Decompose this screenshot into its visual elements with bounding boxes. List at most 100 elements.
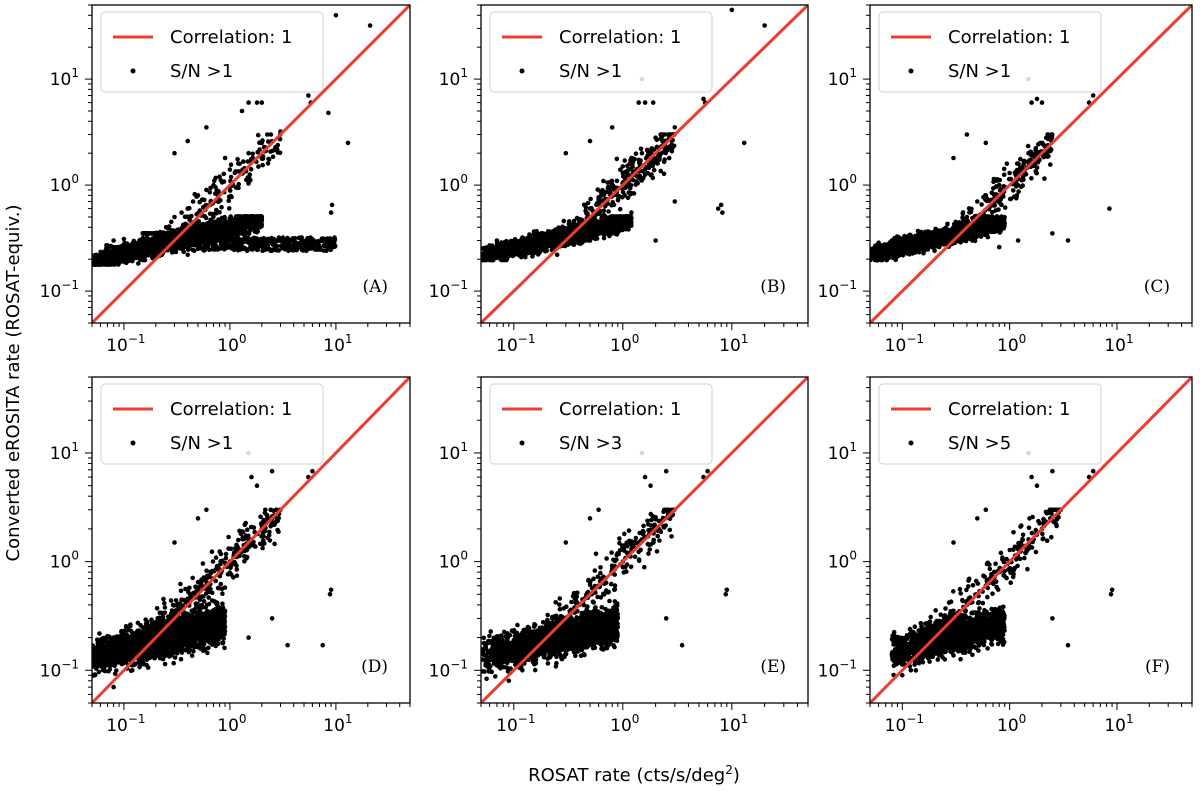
data-point [259, 156, 265, 161]
data-point [638, 146, 644, 152]
data-point [126, 245, 132, 250]
data-point [181, 249, 186, 255]
data-point [297, 240, 302, 246]
data-point [720, 210, 725, 215]
data-point [307, 246, 312, 251]
data-point [636, 100, 641, 105]
data-point [601, 208, 607, 213]
data-point [228, 226, 233, 231]
data-point [187, 217, 192, 223]
data-point [493, 255, 498, 261]
data-point [236, 185, 241, 191]
legend: Correlation: 1S/N >1 [100, 11, 324, 93]
data-point [483, 247, 489, 253]
data-point [653, 135, 658, 140]
data-point [626, 223, 631, 229]
data-point [577, 219, 582, 225]
data-point [601, 225, 606, 231]
data-point [221, 171, 227, 177]
data-point [110, 246, 116, 251]
data-point [511, 241, 517, 246]
data-point [651, 167, 657, 173]
data-point [265, 161, 271, 166]
data-point [544, 248, 549, 254]
y-tick-label: 100 [50, 172, 79, 196]
data-point [268, 149, 273, 154]
data-point [332, 244, 338, 249]
data-point [624, 218, 629, 223]
data-point [270, 154, 276, 159]
data-point [280, 243, 286, 249]
data-point [143, 241, 148, 246]
data-point [194, 228, 200, 233]
data-point [126, 257, 132, 262]
data-point [520, 243, 525, 249]
data-point [544, 238, 550, 243]
data-point [527, 250, 533, 256]
data-point [315, 246, 321, 251]
data-point [310, 238, 315, 243]
data-point [601, 178, 606, 184]
data-point [246, 236, 251, 242]
data-point [242, 235, 247, 240]
data-point [236, 244, 241, 250]
data-point [278, 238, 283, 243]
data-point [662, 132, 668, 137]
data-point [494, 238, 500, 243]
data-point [222, 247, 227, 252]
data-point [585, 222, 590, 227]
axes-frame [91, 4, 411, 324]
data-point [214, 224, 220, 230]
data-point [628, 183, 634, 188]
data-point [222, 214, 227, 220]
data-point [592, 220, 598, 226]
data-point [332, 237, 338, 243]
data-point [616, 195, 621, 201]
data-point [333, 13, 339, 18]
data-point [623, 174, 628, 180]
data-point [255, 132, 261, 138]
data-point [266, 139, 271, 144]
data-point [252, 241, 258, 246]
data-point [107, 252, 113, 258]
data-point [268, 236, 274, 242]
data-point [217, 174, 222, 179]
data-point [501, 255, 507, 260]
data-point [246, 175, 252, 180]
data-point [634, 179, 639, 184]
data-point [597, 211, 602, 216]
data-point [148, 238, 154, 243]
data-point [585, 200, 591, 206]
data-point [666, 155, 672, 161]
data-point [498, 241, 504, 247]
data-point [562, 243, 568, 249]
data-point [136, 261, 141, 266]
data-point [502, 239, 508, 245]
data-point [571, 242, 577, 248]
data-point [228, 214, 233, 219]
data-point [606, 209, 611, 214]
data-point [300, 245, 306, 250]
data-point [285, 245, 291, 251]
data-point [217, 236, 223, 242]
data-point [614, 156, 620, 162]
data-point [116, 246, 122, 252]
data-point [481, 255, 486, 261]
data-point [221, 179, 227, 184]
data-point [230, 237, 235, 243]
data-point [588, 196, 593, 202]
data-point [663, 150, 668, 156]
data-point [520, 235, 525, 240]
data-point [238, 223, 243, 229]
data-point [195, 193, 201, 198]
data-point [512, 249, 517, 255]
data-point [219, 204, 224, 210]
data-point [501, 246, 507, 252]
data-point [655, 155, 660, 160]
data-point [232, 242, 237, 247]
data-point [616, 216, 621, 221]
axes-frame [480, 4, 809, 324]
data-point [265, 132, 270, 137]
data-point [255, 247, 260, 252]
